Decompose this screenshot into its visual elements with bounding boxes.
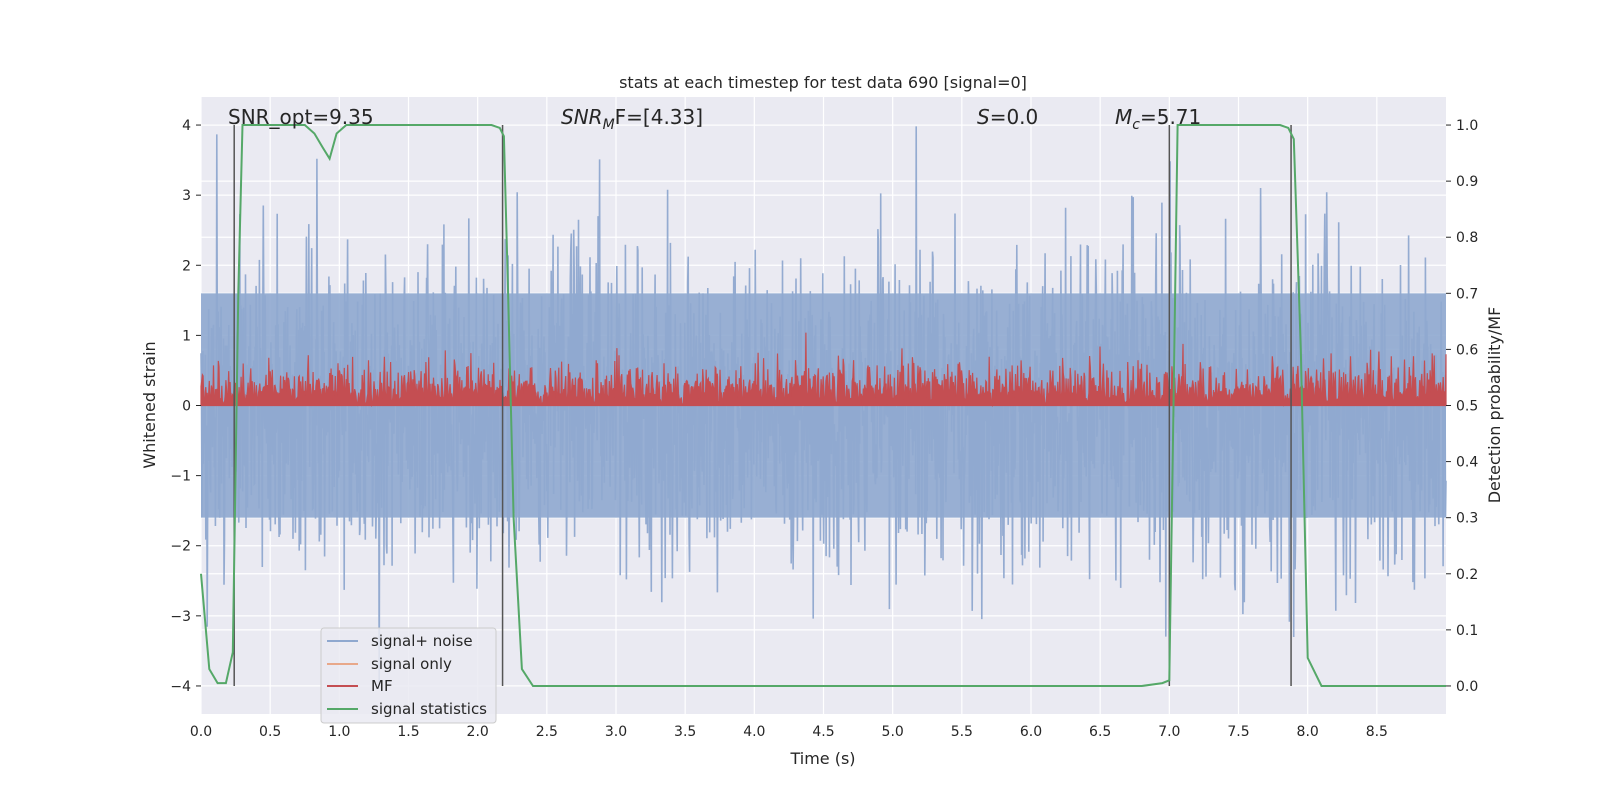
legend-label-signal-statistics: signal statistics	[371, 700, 487, 718]
y-right-tick-label-2: 0.2	[1456, 567, 1478, 583]
y-left-tick-label-8: 4	[182, 118, 191, 134]
y-left-tick-label-3: −1	[170, 469, 191, 485]
signal-statistics-series	[200, 124, 1446, 687]
y-right-tick-label-0: 0.0	[1456, 679, 1478, 695]
x-tick-label-6: 3.0	[605, 724, 627, 740]
y-right-tick-label-5: 0.5	[1456, 399, 1478, 415]
y-right-tick-label-6: 0.6	[1456, 342, 1478, 358]
x-tick-label-10: 5.0	[882, 724, 904, 740]
x-tick-label-11: 5.5	[951, 724, 973, 740]
y-right-tick-label-1: 0.1	[1456, 623, 1478, 639]
annotation-mc-rest: =5.71	[1140, 105, 1201, 129]
x-tick-label-16: 8.0	[1297, 724, 1319, 740]
y-right-tick-label-10: 1.0	[1456, 118, 1478, 134]
x-tick-label-3: 1.5	[397, 724, 419, 740]
y-left-tick-label-5: 1	[182, 328, 191, 344]
mf-line	[200, 332, 1447, 408]
x-tick-label-8: 4.0	[743, 724, 765, 740]
annotation-s-base: S	[977, 105, 990, 129]
y-left-tick-label-7: 3	[182, 188, 191, 204]
mf-series	[200, 332, 1447, 408]
annotation-mc: Mc=5.71	[1115, 105, 1201, 133]
annotation-mc-base: M	[1115, 105, 1132, 129]
y-right-tick-label-8: 0.8	[1456, 230, 1478, 246]
signal-statistics-line	[200, 124, 1446, 687]
x-tick-label-9: 4.5	[812, 724, 834, 740]
y-left-tick-label-2: −2	[170, 539, 191, 555]
x-tick-label-2: 1.0	[328, 724, 350, 740]
y-right-tick-label-3: 0.3	[1456, 511, 1478, 527]
legend-label-signal-only: signal only	[371, 655, 452, 673]
annotation-s: S=0.0	[977, 105, 1038, 129]
y-right-tick-label-7: 0.7	[1456, 286, 1478, 302]
x-axis-label: Time (s)	[789, 749, 855, 768]
y-left-tick-label-4: 0	[182, 399, 191, 415]
y-right-tick-label-9: 0.9	[1456, 174, 1478, 190]
x-tick-label-15: 7.5	[1227, 724, 1249, 740]
x-axis-ticks: 0.0 0.5 1.0 1.5 2.0 2.5 3.0 3.5 4.0 4.5 5.0 5.5 6.0 6…	[190, 724, 1388, 740]
legend: signal+ noise signal only MF signal stat…	[320, 627, 497, 724]
legend-box	[320, 627, 497, 724]
annotation-s-rest: =0.0	[990, 105, 1039, 129]
x-tick-label-4: 2.0	[467, 724, 489, 740]
y-right-axis-ticks: 0.0 0.1 0.2 0.3 0.4 0.5 0.6 0.7 0.8 0.9 1.0	[1446, 118, 1478, 695]
y-right-axis-label: Detection probability/MF	[1485, 307, 1504, 504]
legend-label-noise: signal+ noise	[371, 632, 473, 650]
x-tick-label-17: 8.5	[1366, 724, 1388, 740]
annotation-snr-mf-base: SNR	[561, 105, 603, 129]
annotation-snr-opt: SNR_opt=9.35	[228, 105, 374, 129]
x-tick-label-7: 3.5	[674, 724, 696, 740]
annotation-mc-sub: c	[1132, 117, 1140, 133]
vertical-markers	[233, 125, 1292, 686]
x-tick-label-14: 7.0	[1158, 724, 1180, 740]
annotation-snr-mf-sub: M	[603, 117, 615, 133]
x-tick-label-5: 2.5	[536, 724, 558, 740]
x-tick-label-1: 0.5	[259, 724, 281, 740]
x-tick-label-12: 6.0	[1020, 724, 1042, 740]
chart-title: stats at each timestep for test data 690…	[619, 73, 1027, 92]
annotation-snr-mf-rest: F=[4.33]	[615, 105, 703, 129]
legend-label-mf: MF	[371, 677, 393, 695]
y-left-tick-label-1: −3	[170, 609, 191, 625]
x-tick-label-0: 0.0	[190, 724, 212, 740]
x-tick-label-13: 6.5	[1089, 724, 1111, 740]
y-left-axis-ticks: −4 −3 −2 −1 0 1 2 3 4	[170, 118, 201, 695]
y-left-tick-label-6: 2	[182, 258, 191, 274]
y-left-axis-label: Whitened strain	[140, 341, 159, 468]
annotation-snr-mf: SNRMF=[4.33]	[561, 105, 703, 133]
y-right-tick-label-4: 0.4	[1456, 455, 1478, 471]
y-left-tick-label-0: −4	[170, 679, 191, 695]
